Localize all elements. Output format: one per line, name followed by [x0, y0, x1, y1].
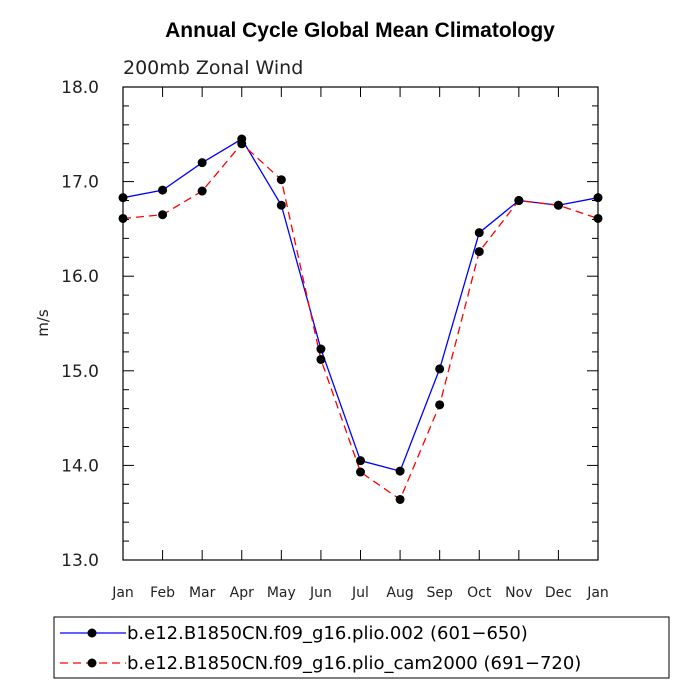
x-tick-label: Dec: [545, 585, 572, 601]
series-1-point: [356, 456, 365, 466]
y-tick-label: 14.0: [61, 456, 99, 476]
x-tick-label: Jan: [586, 585, 609, 601]
x-tick-label: Mar: [189, 585, 216, 601]
series-1-point: [316, 344, 326, 354]
x-tick-label: Jul: [351, 585, 369, 601]
series-2-point: [553, 200, 563, 210]
series-2-point: [158, 210, 168, 220]
x-tick-label: Jan: [111, 585, 134, 601]
chart-title: Annual Cycle Global Mean Climatology: [165, 19, 555, 42]
x-tick-label: Nov: [505, 585, 532, 601]
series-1-point: [276, 200, 286, 210]
series-2-point: [237, 139, 247, 149]
series-1-point: [593, 193, 603, 203]
series-1-point: [197, 158, 207, 168]
series-1-point: [395, 466, 405, 476]
chart-subtitle: 200mb Zonal Wind: [123, 57, 303, 79]
legend: b.e12.B1850CN.f09_g16.plio.002 (601−650)…: [53, 616, 670, 679]
series-2-point: [118, 213, 128, 223]
y-tick-label: 16.0: [61, 267, 99, 287]
x-tick-label: Apr: [230, 585, 254, 601]
x-tick-label: Jun: [309, 585, 332, 601]
series-2-point: [395, 494, 405, 504]
y-axis-label: m/s: [34, 309, 52, 337]
series-2-point: [593, 213, 603, 223]
legend-label-1: b.e12.B1850CN.f09_g16.plio.002 (601−650): [127, 623, 528, 644]
series-2-point: [514, 196, 524, 206]
series-layer: [118, 134, 603, 504]
series-2-point: [474, 247, 484, 257]
plot-frame: [122, 86, 599, 561]
series-1-point: [158, 185, 168, 195]
series-1-point: [474, 228, 484, 238]
y-ticks: 13.0 14.0 15.0 16.0 17.0 18.0: [61, 78, 598, 571]
x-tick-label: Feb: [150, 585, 175, 601]
legend-entries: b.e12.B1850CN.f09_g16.plio.002 (601−650)…: [60, 623, 581, 674]
x-tick-label: Aug: [386, 585, 413, 601]
legend-marker-1: [87, 628, 97, 638]
series-2-point: [316, 354, 326, 364]
y-tick-label: 17.0: [61, 173, 99, 193]
series-2-point: [197, 186, 207, 196]
y-tick-label: 18.0: [61, 78, 99, 98]
x-tick-label: May: [267, 585, 296, 601]
series-2-point: [356, 467, 365, 477]
series-line-1: [122, 138, 599, 472]
legend-marker-2: [87, 658, 97, 668]
y-tick-label: 13.0: [61, 551, 99, 571]
legend-box: [53, 616, 670, 679]
series-2-point: [435, 400, 445, 410]
series-1-point: [435, 364, 445, 374]
legend-label-2: b.e12.B1850CN.f09_g16.plio_cam2000 (691−…: [127, 653, 581, 674]
series-1-point: [118, 193, 128, 203]
y-tick-label: 15.0: [61, 362, 99, 382]
x-tick-label: Oct: [467, 585, 492, 601]
x-tick-label: Sep: [426, 585, 453, 601]
series-2-point: [276, 175, 286, 185]
x-ticks: Jan Feb Mar Apr May Jun Jul Aug Sep Oct Nov Dec Jan: [111, 87, 609, 601]
series-line-2: [122, 142, 599, 501]
